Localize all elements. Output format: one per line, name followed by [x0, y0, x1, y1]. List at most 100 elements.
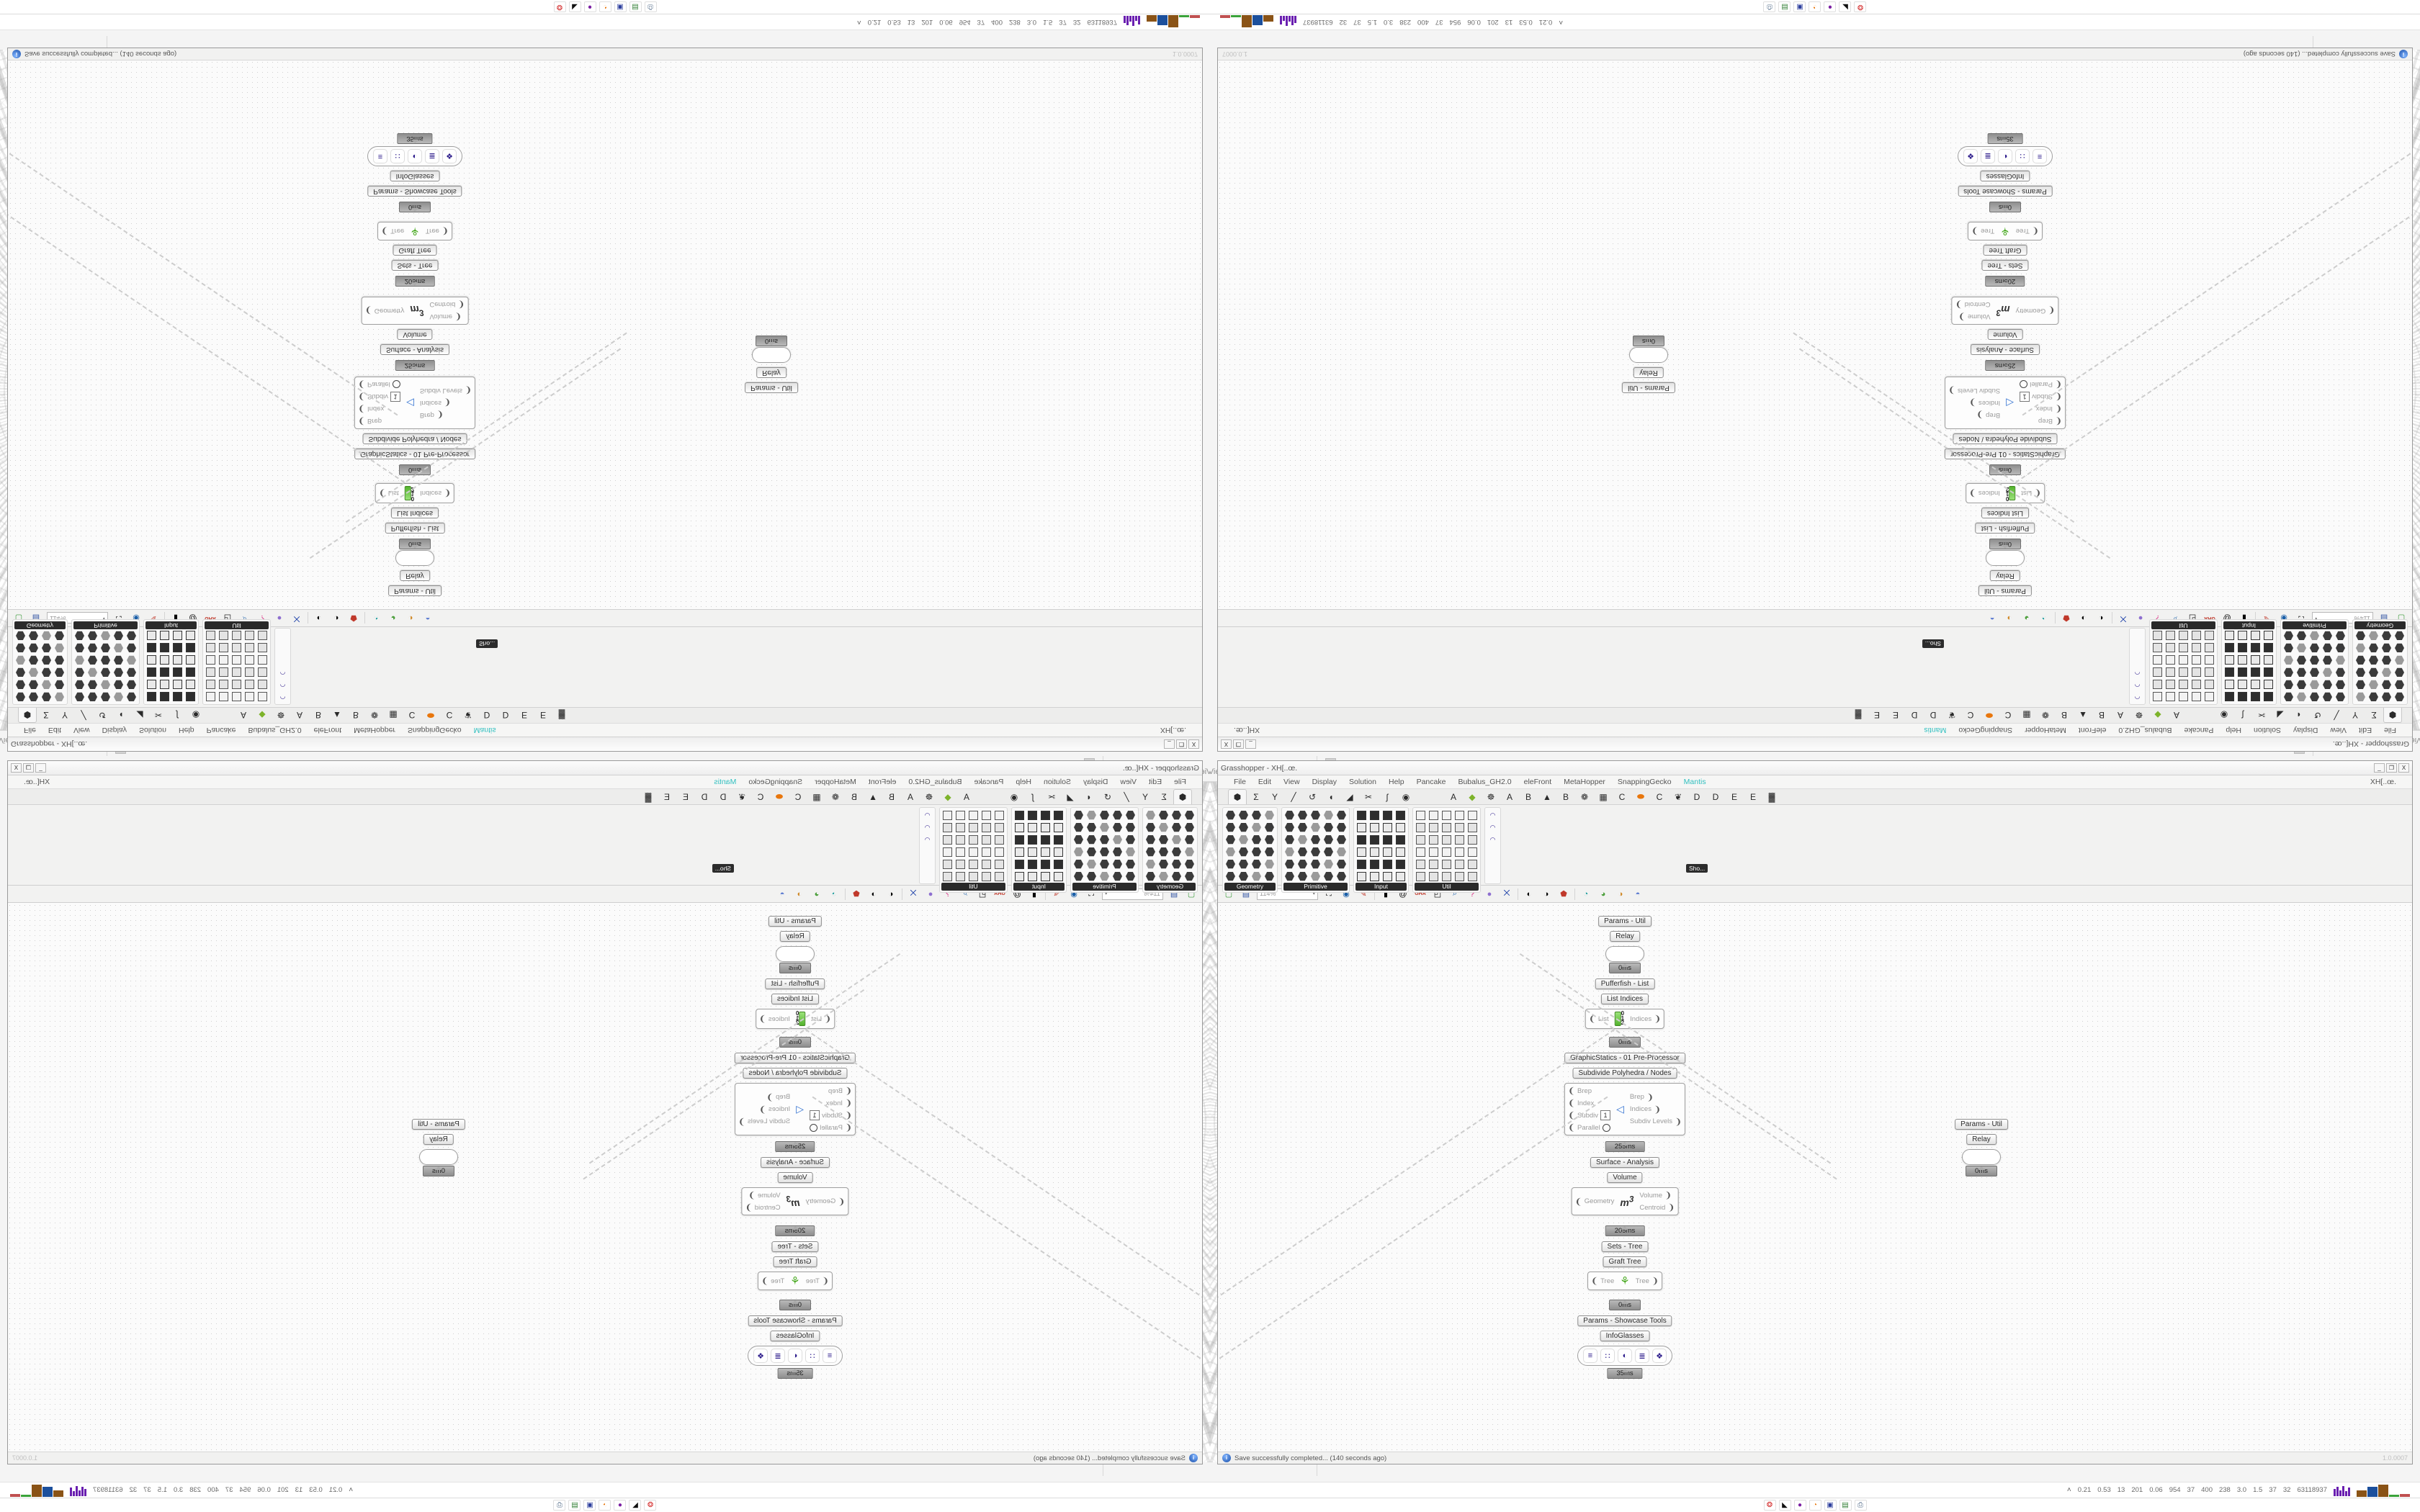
component-icon[interactable]	[2393, 630, 2406, 642]
node-input-port[interactable]: Subdiv	[1577, 1111, 1599, 1120]
explorer-taskbar-icon[interactable]: ▣	[614, 1, 627, 12]
grid-icon[interactable]: ∷	[390, 149, 405, 163]
component-icon[interactable]	[1013, 822, 1026, 833]
ribbon-tab-bird-icon[interactable]: ❦	[1948, 710, 1956, 721]
widget1-button[interactable]: ◔	[831, 889, 837, 899]
component-icon[interactable]	[2223, 691, 2236, 703]
node-capsule[interactable]: InfoGlasses	[1600, 1331, 1650, 1341]
ribbon-tab-letter-a-icon[interactable]: A	[1450, 791, 1456, 802]
minimize-button[interactable]: _	[1164, 739, 1175, 749]
component-icon[interactable]	[243, 691, 256, 703]
component-icon[interactable]	[1237, 858, 1250, 870]
component-icon[interactable]	[184, 642, 197, 654]
component-icon[interactable]	[2354, 679, 2367, 690]
ribbon-tab-letter-b-icon[interactable]: B	[315, 710, 321, 721]
ribbon-tab-sheep-icon[interactable]: ☸	[277, 710, 285, 721]
component-icon[interactable]	[86, 630, 99, 642]
node-output-port[interactable]: Brep	[419, 411, 434, 419]
node-capsule[interactable]: List Indices	[1981, 508, 2030, 518]
component-icon[interactable]	[1263, 834, 1276, 845]
menu-item-metahopper[interactable]: MetaHopper	[2025, 726, 2066, 734]
menu-item-solution[interactable]: Solution	[1349, 778, 1376, 786]
layers-button[interactable]: ◑	[871, 889, 877, 899]
ribbon-group-input[interactable]: Input	[1353, 807, 1409, 893]
balloon-button[interactable]: ●	[277, 613, 282, 623]
component-icon[interactable]	[2203, 667, 2215, 678]
component-icon[interactable]	[1085, 858, 1098, 870]
component-icon[interactable]	[2308, 679, 2321, 690]
component-icon[interactable]	[158, 630, 171, 642]
node-input-port[interactable]: Tree	[2015, 227, 2030, 235]
node-output-port[interactable]: Subdiv Levels	[1958, 387, 2001, 395]
component-icon[interactable]	[230, 667, 243, 678]
node-input-port[interactable]: Index	[2035, 405, 2053, 413]
relay-cross-button[interactable]: ⨉	[910, 889, 917, 898]
node-output-port[interactable]: Indices	[419, 399, 442, 407]
component-icon[interactable]	[73, 630, 86, 642]
component-icon[interactable]	[1144, 858, 1157, 870]
component-icon[interactable]	[2282, 654, 2295, 666]
layers-button[interactable]: ◑	[1543, 889, 1549, 899]
component-icon[interactable]	[1466, 846, 1479, 858]
component-icon[interactable]	[1013, 846, 1026, 858]
component-icon[interactable]	[1309, 858, 1322, 870]
component-icon[interactable]	[1440, 858, 1453, 870]
infoglasses-node[interactable]: ≡ ∷ ◐ ≣ ❖	[367, 146, 462, 166]
terminal-taskbar-icon[interactable]: ▤	[629, 1, 642, 12]
grasshopper-window[interactable]: Grasshopper - XH[..œ. _ ❐ X File Edit View…	[1217, 760, 2413, 1464]
ribbon-group-util[interactable]: Util	[939, 807, 1008, 893]
component-icon[interactable]	[1144, 834, 1157, 845]
ribbon-tab-letter-e2-icon[interactable]: E	[664, 791, 671, 802]
goggles2-icon[interactable]: ◠	[2134, 681, 2141, 689]
stack-icon[interactable]: ≣	[425, 149, 439, 163]
component-icon[interactable]	[1466, 834, 1479, 845]
component-icon[interactable]	[205, 679, 217, 690]
component-icon[interactable]	[243, 630, 256, 642]
node-capsule[interactable]: GraphicStatics - 01 Pre-Processor	[1564, 1053, 1685, 1063]
component-icon[interactable]	[1296, 809, 1309, 821]
component-icon[interactable]	[99, 654, 112, 666]
ribbon-tab-cone-icon[interactable]: ◢	[1067, 791, 1074, 802]
grasshopper-window[interactable]: Grasshopper - XH[..œ. _ ❐ X File Edit View…	[1217, 48, 2413, 752]
discord-taskbar-icon[interactable]: ●	[583, 1, 596, 12]
component-icon[interactable]	[1322, 834, 1335, 845]
ribbon-tab-droplet-icon[interactable]: ◖	[118, 710, 124, 721]
node-output-port[interactable]: Tree	[1635, 1277, 1649, 1285]
new-document-button[interactable]: ▢	[1224, 890, 1233, 899]
ribbon-tab-loop-icon[interactable]: ↺	[1308, 791, 1317, 802]
component-icon[interactable]	[1368, 870, 1381, 882]
node-output-port[interactable]: Subdiv Levels	[419, 387, 462, 395]
component-icon[interactable]	[1283, 870, 1296, 882]
component-icon[interactable]	[1394, 809, 1407, 821]
firefox-taskbar-icon[interactable]: ◔	[599, 1, 611, 12]
ribbon-group-geometry[interactable]: Geometry	[12, 619, 68, 705]
component-icon[interactable]	[1237, 822, 1250, 833]
relay-node[interactable]	[1962, 1149, 2001, 1165]
goggles-icon[interactable]: ◠	[279, 693, 286, 701]
ribbon-tab-letter-c-icon[interactable]: C	[2004, 710, 2012, 721]
component-icon[interactable]	[1026, 870, 1039, 882]
component-icon[interactable]	[1039, 846, 1052, 858]
ribbon-group-primitive[interactable]: Primitive	[2280, 619, 2349, 705]
relay-node[interactable]	[395, 550, 434, 566]
component-icon[interactable]	[2190, 642, 2202, 654]
node-capsule[interactable]: Relay	[400, 570, 430, 581]
component-icon[interactable]	[243, 679, 256, 690]
minimize-button[interactable]: _	[1245, 739, 1256, 749]
ribbon-tab-slash-icon[interactable]: ╱	[1124, 791, 1129, 802]
node-output-port[interactable]: Indices	[1630, 1014, 1652, 1023]
menu-item-edit[interactable]: Edit	[2358, 726, 2372, 734]
ribbon-group-util[interactable]: Util	[1412, 807, 1481, 893]
node-body[interactable]: ❨ Brep ❨ Index ❨ Subdiv 1 ❨ Parallel ◁ Brep ❩ Indice…	[354, 377, 476, 429]
ribbon-tab-sigma-icon[interactable]: Σ	[2371, 710, 2377, 721]
component-icon[interactable]	[1368, 822, 1381, 833]
ribbon-tab-bird-icon[interactable]: ❦	[464, 710, 472, 721]
node-body[interactable]: ❨ Brep ❨ Index ❨ Subdiv 1 ❨ Parallel ◁ Brep ❩ Indice…	[1564, 1083, 1686, 1135]
grasshopper-canvas[interactable]: Params - Util Relay 0ms Pufferfish - List Li…	[8, 903, 1202, 1452]
node-output-port[interactable]: Volume	[1967, 312, 1991, 321]
component-icon[interactable]	[1072, 870, 1085, 882]
component-icon[interactable]	[1157, 846, 1170, 858]
parallel-toggle[interactable]	[392, 380, 400, 389]
ribbon-tab-scissors-icon[interactable]: ✂	[1364, 791, 1373, 802]
ribbon-tab-upsilon-icon[interactable]: Υ	[61, 710, 68, 721]
